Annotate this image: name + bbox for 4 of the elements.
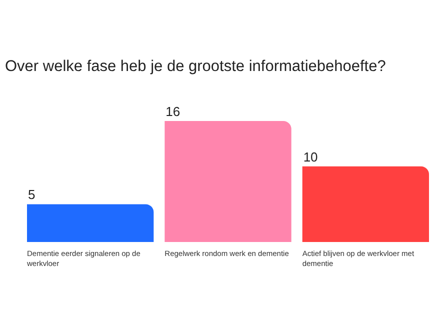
data-label: 5 xyxy=(28,187,36,202)
data-label: 16 xyxy=(166,104,180,119)
chart-title: Over welke fase heb je de grootste informatiebehoefte? xyxy=(5,58,386,75)
data-label: 10 xyxy=(303,149,318,164)
